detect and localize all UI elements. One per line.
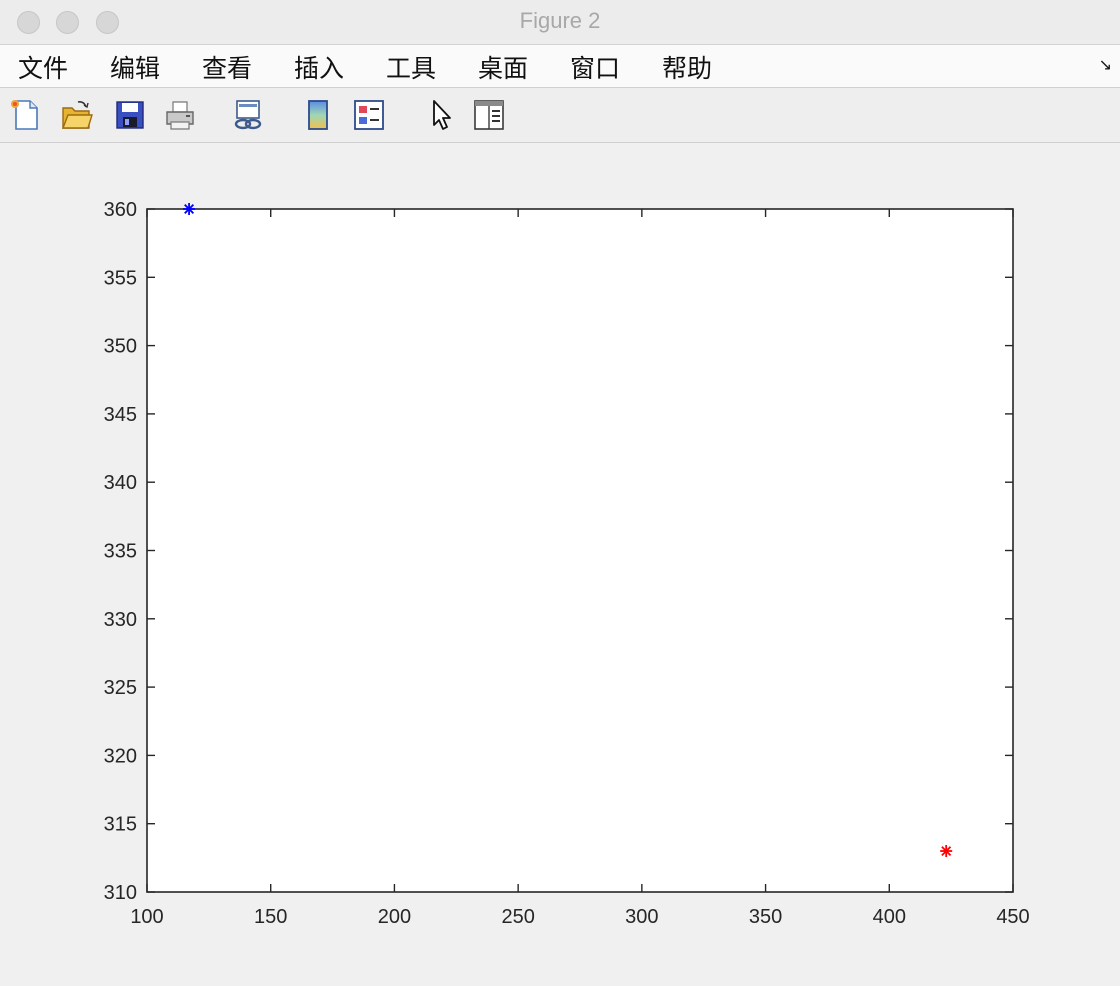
window-title: Figure 2 [519, 8, 601, 33]
menu-view[interactable]: 查看 [202, 54, 253, 83]
save-icon[interactable] [113, 98, 147, 132]
y-tick-label: 330 [104, 609, 137, 631]
colorbar-icon[interactable] [301, 98, 335, 132]
legend-icon[interactable] [352, 98, 386, 132]
x-tick-label: 300 [625, 906, 658, 928]
close-window-button[interactable] [17, 11, 40, 34]
x-tick-label: 200 [378, 906, 411, 928]
menu-tools[interactable]: 工具 [386, 54, 437, 83]
menu-file[interactable]: 文件 [18, 54, 69, 83]
y-tick-label: 350 [104, 336, 137, 358]
y-tick-label: 340 [104, 472, 137, 494]
plot-axes-box [146, 208, 1014, 893]
zoom-window-button[interactable] [96, 11, 119, 34]
x-tick-label: 450 [996, 906, 1029, 928]
figure-area: 100 150 200 250 300 350 400 450 310 315 320 325 330 3… [0, 143, 1120, 986]
dock-arrow-icon[interactable]: ↘ [1098, 55, 1112, 74]
menu-window[interactable]: 窗口 [570, 54, 621, 83]
menu-edit[interactable]: 编辑 [110, 54, 161, 83]
open-file-icon[interactable] [60, 98, 94, 132]
y-tick-label: 310 [104, 882, 137, 904]
menu-help[interactable]: 帮助 [662, 54, 713, 83]
print-icon[interactable] [163, 98, 197, 132]
x-tick-label: 350 [749, 906, 782, 928]
x-tick-label: 400 [873, 906, 906, 928]
menu-insert[interactable]: 插入 [294, 54, 345, 83]
menu-bar: 文件 编辑 查看 插入 工具 桌面 窗口 帮助 ↘ [0, 45, 1120, 88]
y-tick-label: 320 [104, 745, 137, 767]
y-tick-label: 345 [104, 404, 137, 426]
link-plot-icon[interactable] [231, 98, 265, 132]
scatter-plot: 100 150 200 250 300 350 400 450 310 315 320 325 330 3… [104, 199, 1030, 928]
scatter-point-series-1 [183, 203, 196, 215]
y-tick-label: 315 [104, 814, 137, 836]
y-tick-label: 335 [104, 541, 137, 563]
menu-desktop[interactable]: 桌面 [478, 54, 529, 83]
property-inspector-icon[interactable] [472, 98, 506, 132]
pointer-icon[interactable] [424, 98, 458, 132]
x-tick-label: 100 [130, 906, 163, 928]
new-figure-icon[interactable] [9, 98, 43, 132]
window-titlebar: Figure 2 [0, 0, 1120, 45]
minimize-window-button[interactable] [56, 11, 79, 34]
y-tick-label: 325 [104, 677, 137, 699]
x-tick-label: 150 [254, 906, 287, 928]
toolbar [0, 88, 1120, 143]
y-tick-label: 360 [104, 199, 137, 221]
y-tick-label: 355 [104, 267, 137, 289]
scatter-point-series-2 [940, 845, 953, 858]
x-tick-label: 250 [501, 906, 534, 928]
